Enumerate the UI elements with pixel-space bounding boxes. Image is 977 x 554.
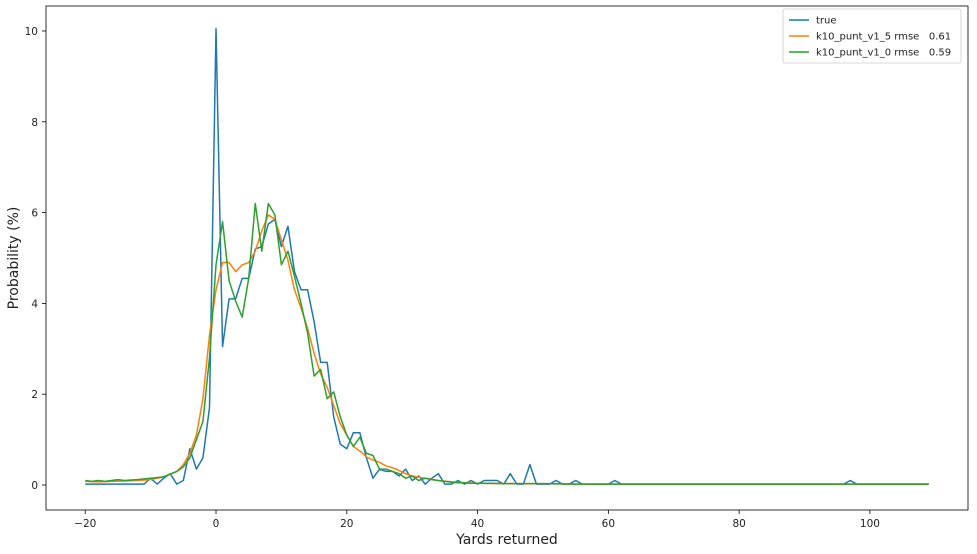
y-axis-label: Probability (%) [6, 207, 22, 310]
x-tick-label: 80 [732, 518, 745, 530]
y-tick-label: 4 [31, 298, 38, 310]
x-tick-label: 0 [213, 518, 220, 530]
series-line-1 [85, 27, 929, 485]
x-axis-ticks: −20 0 20 40 60 80 100 [74, 510, 880, 530]
y-tick-label: 0 [31, 480, 38, 492]
legend-label: k10_punt_v1_5 rmse 0.61 [816, 32, 951, 43]
y-tick-label: 8 [31, 117, 38, 129]
y-tick-label: 10 [25, 26, 38, 38]
x-tick-label: −20 [74, 518, 96, 530]
y-tick-label: 6 [31, 208, 38, 220]
x-tick-label: 60 [602, 518, 615, 530]
x-tick-label: 20 [340, 518, 353, 530]
legend: true k10_punt_v1_5 rmse 0.61 k10_punt_v1_0… [782, 8, 962, 64]
legend-label: k10_punt_v1_0 rmse 0.59 [816, 48, 951, 59]
y-axis-ticks: 0 2 4 6 8 10 [25, 26, 46, 492]
y-tick-label: 2 [31, 389, 38, 401]
series-layer [85, 27, 929, 485]
x-axis-label: Yards returned [455, 532, 558, 548]
series-line-3 [85, 202, 929, 485]
plot-area [45, 5, 969, 511]
x-tick-label: 40 [471, 518, 484, 530]
legend-box [782, 8, 962, 64]
legend-label: true [816, 16, 837, 27]
x-tick-label: 100 [860, 518, 880, 530]
